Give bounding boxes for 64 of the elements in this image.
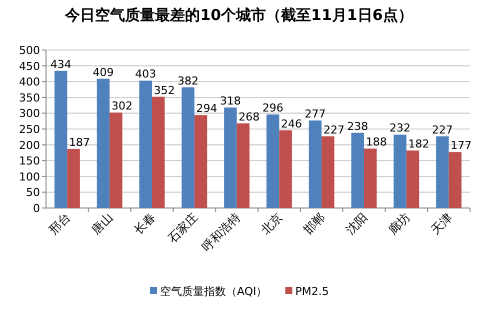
x-tick-label: 沈阳	[343, 210, 370, 238]
x-tick-label: 北京	[258, 210, 286, 238]
data-label: 238	[347, 120, 368, 133]
data-label: 177	[450, 139, 472, 152]
x-tick-label: 邯郸	[300, 210, 328, 238]
bar	[266, 114, 280, 208]
bar	[406, 150, 420, 208]
y-tick-label: 50	[26, 186, 40, 200]
x-tick-label: 呼和浩特	[199, 210, 243, 254]
chart-title: 今日空气质量最差的10个城市（截至11月1日6点）	[64, 6, 413, 24]
y-tick-label: 200	[19, 138, 40, 152]
y-tick-label: 250	[19, 123, 40, 136]
data-label: 232	[390, 122, 411, 135]
bar	[279, 130, 292, 208]
y-tick-label: 100	[19, 170, 40, 184]
bar	[308, 120, 322, 208]
bar	[236, 123, 250, 208]
data-label: 268	[238, 110, 260, 124]
data-label: 302	[111, 100, 132, 113]
bar	[96, 78, 110, 208]
data-label: 227	[323, 123, 344, 136]
bar	[224, 108, 237, 208]
data-label: 382	[178, 74, 199, 88]
bar	[54, 70, 68, 208]
x-tick-label: 唐山	[88, 210, 116, 238]
bar	[110, 112, 122, 208]
y-tick-label: 500	[19, 44, 40, 57]
bar	[152, 96, 165, 208]
y-tick-label: 350	[19, 91, 40, 104]
data-label: 188	[366, 136, 387, 149]
x-tick-label: 天津	[428, 210, 455, 238]
x-tick-label: 长春	[131, 210, 158, 238]
data-label: 409	[92, 66, 114, 79]
bar	[182, 87, 194, 208]
y-tick-label: 150	[19, 154, 40, 168]
y-tick-label: 400	[19, 76, 40, 89]
data-label: 182	[408, 137, 430, 150]
bar	[394, 134, 406, 208]
legend-label: 空气质量指数（AQI）	[160, 285, 268, 298]
x-tick-label: 石家庄	[165, 210, 201, 246]
bar	[436, 136, 449, 208]
y-tick-label: 0	[33, 202, 40, 215]
legend-label: PM2.5	[295, 285, 329, 298]
data-label: 318	[220, 94, 241, 108]
data-label: 294	[196, 102, 218, 116]
data-label: 187	[69, 136, 90, 149]
data-label: 227	[432, 123, 453, 136]
x-tick-label: 廊坊	[386, 210, 413, 238]
data-label: 246	[281, 117, 302, 130]
data-label: 277	[304, 107, 326, 120]
data-label: 352	[154, 84, 175, 97]
data-label: 296	[262, 101, 284, 114]
bar	[194, 115, 208, 208]
data-label: 434	[50, 58, 72, 71]
bar	[364, 148, 377, 208]
bar	[322, 136, 334, 208]
bar	[351, 132, 364, 208]
bar	[139, 80, 152, 208]
bar	[448, 152, 462, 208]
bar	[67, 148, 80, 208]
y-tick-label: 300	[19, 107, 40, 120]
y-tick-label: 450	[19, 60, 40, 73]
x-tick-label: 邢台	[46, 210, 74, 238]
data-label: 403	[135, 68, 156, 81]
